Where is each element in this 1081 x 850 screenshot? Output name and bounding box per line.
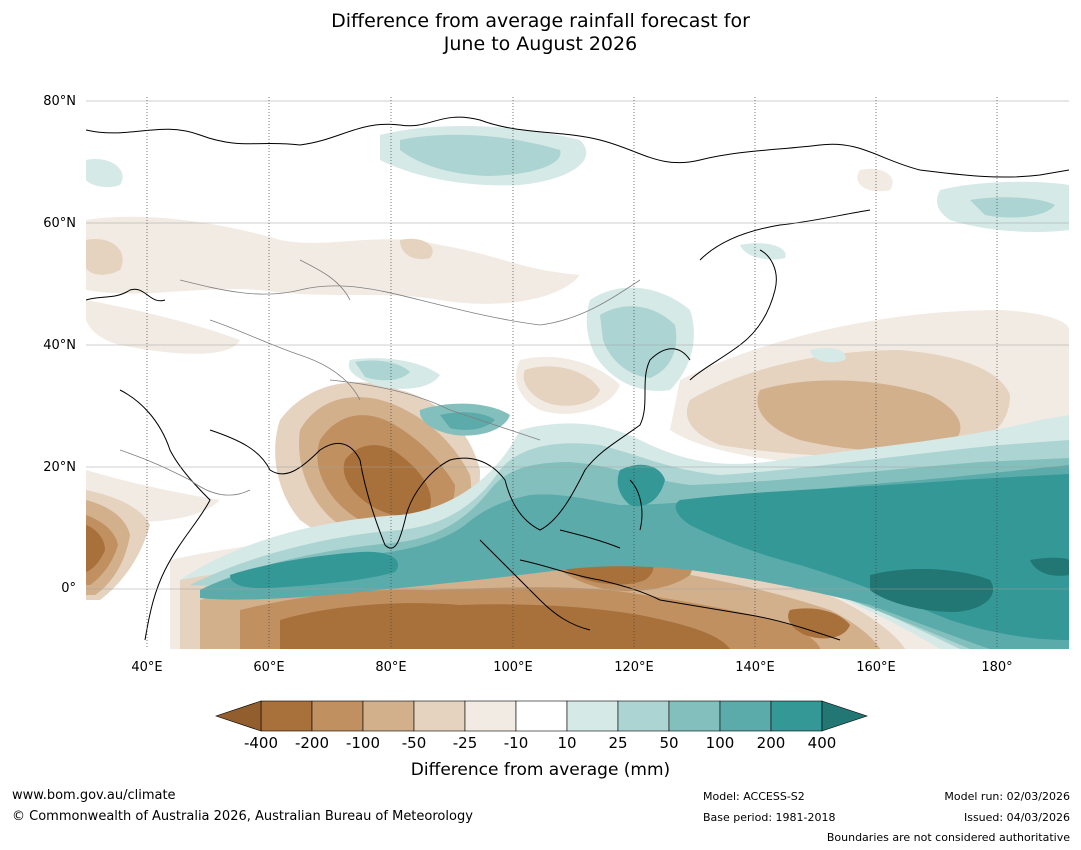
anomaly-field: [86, 116, 1069, 649]
colorbar-tick-label: 100: [705, 734, 735, 752]
colorbar-segment: [413, 700, 466, 732]
lon-label-140e: 140°E: [735, 660, 775, 675]
lat-label-20n: 20°N: [43, 460, 76, 475]
colorbar-tick-label: -100: [345, 734, 381, 752]
lat-label-40n: 40°N: [43, 338, 76, 353]
colorbar-segment: [515, 700, 568, 732]
coastlines: [86, 116, 1069, 641]
colorbar-tick-label: 200: [756, 734, 786, 752]
colorbar-high-extend: [821, 700, 868, 732]
footer-base-period: Base period: 1981-2018: [703, 811, 836, 824]
lon-label-100e: 100°E: [493, 660, 533, 675]
lat-label-80n: 80°N: [43, 94, 76, 109]
colorbar-tick-label: -25: [452, 734, 478, 752]
colorbar-segment: [260, 700, 313, 732]
colorbar-low-extend: [215, 700, 262, 732]
footer-model-run: Model run: 02/03/2026: [944, 790, 1070, 803]
footer-copyright: © Commonwealth of Australia 2026, Austra…: [12, 809, 473, 824]
colorbar-segment: [311, 700, 364, 732]
lon-label-60e: 60°E: [253, 660, 285, 675]
footer-disclaimer: Boundaries are not considered authoritat…: [826, 831, 1070, 844]
map-title-line2: June to August 2026: [443, 33, 638, 55]
colorbar-segment: [566, 700, 619, 732]
colorbar-tick-label: 400: [807, 734, 837, 752]
colorbar-segment: [770, 700, 823, 732]
colorbar-tick-label: -200: [294, 734, 330, 752]
lon-label-160e: 160°E: [856, 660, 896, 675]
colorbar-tick-label: 25: [608, 734, 628, 752]
lon-label-80e: 80°E: [375, 660, 407, 675]
lon-label-120e: 120°E: [614, 660, 654, 675]
colorbar-segment: [668, 700, 721, 732]
lat-label-equator: 0°: [61, 581, 76, 596]
colorbar-segment: [464, 700, 517, 732]
colorbar-tick-label: -400: [243, 734, 279, 752]
latitude-gridlines: [86, 100, 1069, 590]
footer-model: Model: ACCESS-S2: [703, 790, 805, 803]
colorbar: [215, 700, 868, 732]
lat-label-60n: 60°N: [43, 216, 76, 231]
map-title-line1: Difference from average rainfall forecas…: [331, 10, 750, 32]
anomaly-wet-400: [870, 557, 1069, 612]
colorbar-segment: [719, 700, 772, 732]
footer-website: www.bom.gov.au/climate: [12, 788, 176, 803]
country-borders: [119, 259, 641, 496]
map-title: Difference from average rainfall forecas…: [0, 10, 1081, 56]
lon-label-180: 180°: [981, 660, 1013, 675]
longitude-gridlines: [146, 97, 998, 649]
colorbar-title: Difference from average (mm): [410, 760, 671, 780]
footer-issued: Issued: 04/03/2026: [963, 811, 1070, 824]
colorbar-tick-label: -10: [503, 734, 529, 752]
colorbar-segment: [617, 700, 670, 732]
colorbar-tick-label: 10: [557, 734, 577, 752]
colorbar-segment: [362, 700, 415, 732]
colorbar-tick-label: 50: [659, 734, 679, 752]
lon-label-40e: 40°E: [131, 660, 163, 675]
colorbar-tick-label: -50: [401, 734, 427, 752]
